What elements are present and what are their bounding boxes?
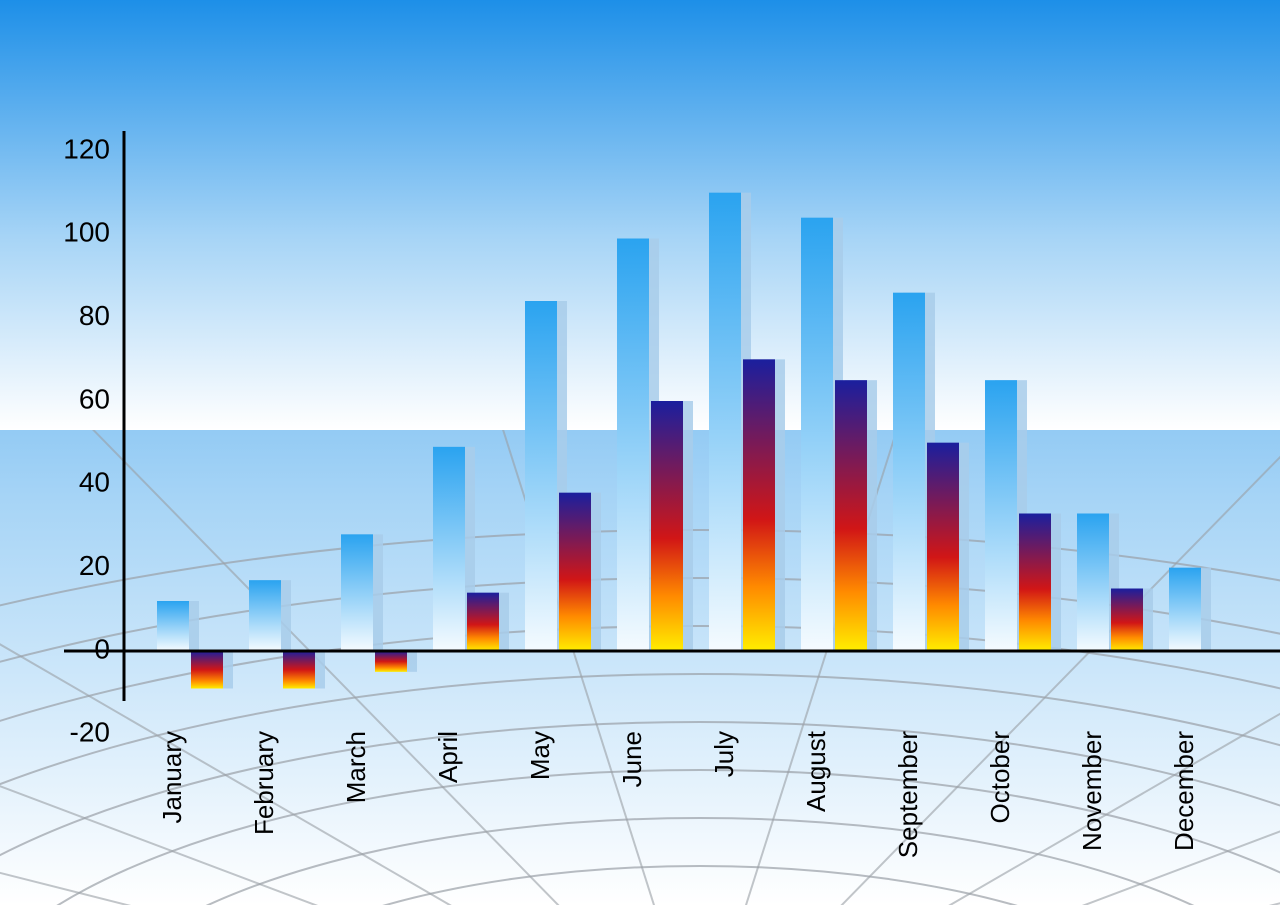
bar-series-fire bbox=[191, 651, 223, 689]
y-tick-label: 60 bbox=[79, 383, 110, 414]
bar-series-fire bbox=[467, 593, 499, 651]
x-tick-label: May bbox=[525, 731, 555, 780]
bar-series-blue bbox=[157, 601, 189, 651]
x-tick-label: November bbox=[1077, 731, 1107, 851]
bar-series-blue bbox=[249, 580, 281, 651]
bar-series-fire bbox=[1111, 589, 1143, 652]
bar-series-fire bbox=[927, 443, 959, 651]
bar-series-blue bbox=[1077, 514, 1109, 652]
y-tick-label: 100 bbox=[63, 217, 110, 248]
bar-series-blue bbox=[617, 239, 649, 652]
x-tick-label: January bbox=[157, 731, 187, 824]
bar-series-blue bbox=[893, 293, 925, 651]
bar-series-fire bbox=[651, 401, 683, 651]
y-tick-label: -20 bbox=[70, 717, 110, 748]
x-tick-label: December bbox=[1169, 731, 1199, 851]
x-tick-label: August bbox=[801, 730, 831, 812]
x-tick-label: March bbox=[341, 731, 371, 803]
chart-container: -20 0 20 40 60 80 100 120 January February March A… bbox=[0, 0, 1280, 905]
x-tick-label: October bbox=[985, 731, 1015, 824]
bar-series-blue bbox=[1169, 568, 1201, 651]
y-tick-label: 120 bbox=[63, 133, 110, 164]
bar-chart: -20 0 20 40 60 80 100 120 January February March A… bbox=[0, 0, 1280, 905]
bar-series-fire bbox=[1019, 514, 1051, 652]
y-tick-label: 0 bbox=[94, 633, 110, 664]
bar-series-fire bbox=[375, 651, 407, 672]
y-tick-label: 40 bbox=[79, 467, 110, 498]
x-tick-label: September bbox=[893, 731, 923, 859]
x-tick-label: April bbox=[433, 731, 463, 783]
bar-series-blue bbox=[709, 193, 741, 651]
bar-series-fire bbox=[283, 651, 315, 689]
y-tick-label: 80 bbox=[79, 300, 110, 331]
x-tick-label: February bbox=[249, 731, 279, 835]
bar-series-blue bbox=[341, 534, 373, 651]
x-tick-label: July bbox=[709, 731, 739, 777]
bar-series-fire bbox=[835, 380, 867, 651]
bar-series-fire bbox=[743, 359, 775, 651]
y-tick-label: 20 bbox=[79, 550, 110, 581]
bar-series-blue bbox=[525, 301, 557, 651]
bar-series-blue bbox=[433, 447, 465, 651]
bar-series-blue bbox=[801, 218, 833, 651]
bar-series-fire bbox=[559, 493, 591, 651]
bar-series-blue bbox=[985, 380, 1017, 651]
x-tick-label: June bbox=[617, 731, 647, 787]
